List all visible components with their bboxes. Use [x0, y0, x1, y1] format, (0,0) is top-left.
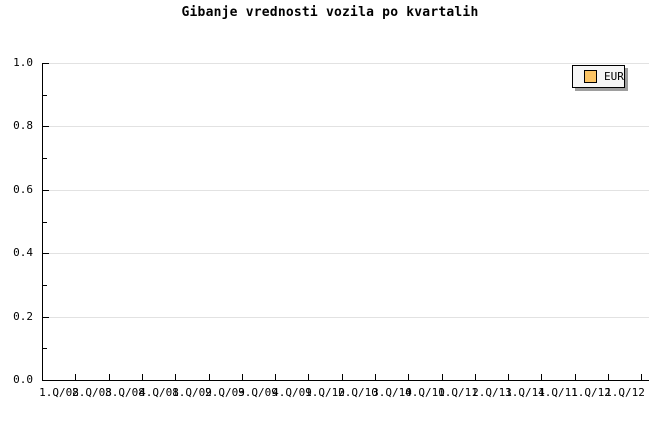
x-axis-label: 1.Q/10	[305, 386, 345, 399]
y-gridline	[43, 253, 649, 254]
y-axis-label: 0.4	[13, 246, 33, 259]
x-axis-label: 2.Q/09	[205, 386, 245, 399]
y-axis-major-tick	[43, 190, 49, 191]
x-axis-tick	[308, 374, 309, 380]
y-axis-major-tick	[43, 317, 49, 318]
x-axis-tick	[575, 374, 576, 380]
x-axis-tick	[508, 374, 509, 380]
y-axis-minor-tick	[43, 348, 47, 349]
x-axis-tick	[375, 374, 376, 380]
y-axis-label: 0.8	[13, 119, 33, 132]
x-axis-label: 1.Q/12	[605, 386, 645, 399]
y-axis-minor-tick	[43, 95, 47, 96]
x-axis-tick	[142, 374, 143, 380]
x-axis-label: 2.Q/08	[72, 386, 112, 399]
x-axis-label: 3.Q/09	[238, 386, 278, 399]
chart-title: Gibanje vrednosti vozila po kvartalih	[181, 5, 479, 20]
x-axis-label: 1.Q/12	[571, 386, 611, 399]
x-axis-label: 4.Q/08	[139, 386, 179, 399]
plot-area	[42, 63, 649, 381]
legend-label: EUR	[604, 70, 624, 83]
x-axis-label: 4.Q/10	[405, 386, 445, 399]
x-axis-tick	[75, 374, 76, 380]
y-axis-minor-tick	[43, 158, 47, 159]
x-axis-label: 1.Q/08	[39, 386, 79, 399]
y-axis-labels: 1.0 0.8 0.6 0.4 0.2 0.0	[0, 56, 42, 386]
x-axis-labels: 1.Q/08 2.Q/08 3.Q/08 4.Q/08 1.Q/09 2.Q/09 3.Q/…	[39, 386, 654, 402]
legend-swatch-eur	[584, 70, 597, 83]
y-axis-label: 0.0	[13, 373, 33, 386]
x-axis-label: 4.Q/11	[538, 386, 578, 399]
x-axis-tick	[109, 374, 110, 380]
x-axis-tick	[242, 374, 243, 380]
y-axis-label: 0.6	[13, 183, 33, 196]
x-axis-tick	[442, 374, 443, 380]
y-gridline	[43, 190, 649, 191]
y-axis-label: 1.0	[13, 56, 33, 69]
x-axis-label: 1.Q/09	[172, 386, 212, 399]
y-axis-major-tick	[43, 253, 49, 254]
x-axis-label: 4.Q/09	[272, 386, 312, 399]
y-axis-minor-tick	[43, 285, 47, 286]
x-axis-tick	[342, 374, 343, 380]
x-axis-tick	[175, 374, 176, 380]
x-axis-label: 1.Q/11	[438, 386, 478, 399]
x-axis-label: 2.Q/11	[472, 386, 512, 399]
y-gridline	[43, 126, 649, 127]
legend: EUR	[572, 65, 625, 88]
x-axis-label: 2.Q/10	[338, 386, 378, 399]
x-axis-tick	[541, 374, 542, 380]
x-axis-tick	[475, 374, 476, 380]
x-axis-tick	[275, 374, 276, 380]
x-axis-label: 3.Q/08	[105, 386, 145, 399]
y-axis-label: 0.2	[13, 310, 33, 323]
x-axis-label: 3.Q/11	[505, 386, 545, 399]
y-gridline	[43, 317, 649, 318]
y-axis-major-tick	[43, 63, 49, 64]
y-axis-minor-tick	[43, 222, 47, 223]
x-axis-label: 3.Q/10	[372, 386, 412, 399]
x-axis-tick	[408, 374, 409, 380]
y-axis-major-tick	[43, 126, 49, 127]
x-axis-tick	[209, 374, 210, 380]
y-gridline	[43, 63, 649, 64]
x-axis-tick	[608, 374, 609, 380]
x-axis-tick	[641, 374, 642, 380]
